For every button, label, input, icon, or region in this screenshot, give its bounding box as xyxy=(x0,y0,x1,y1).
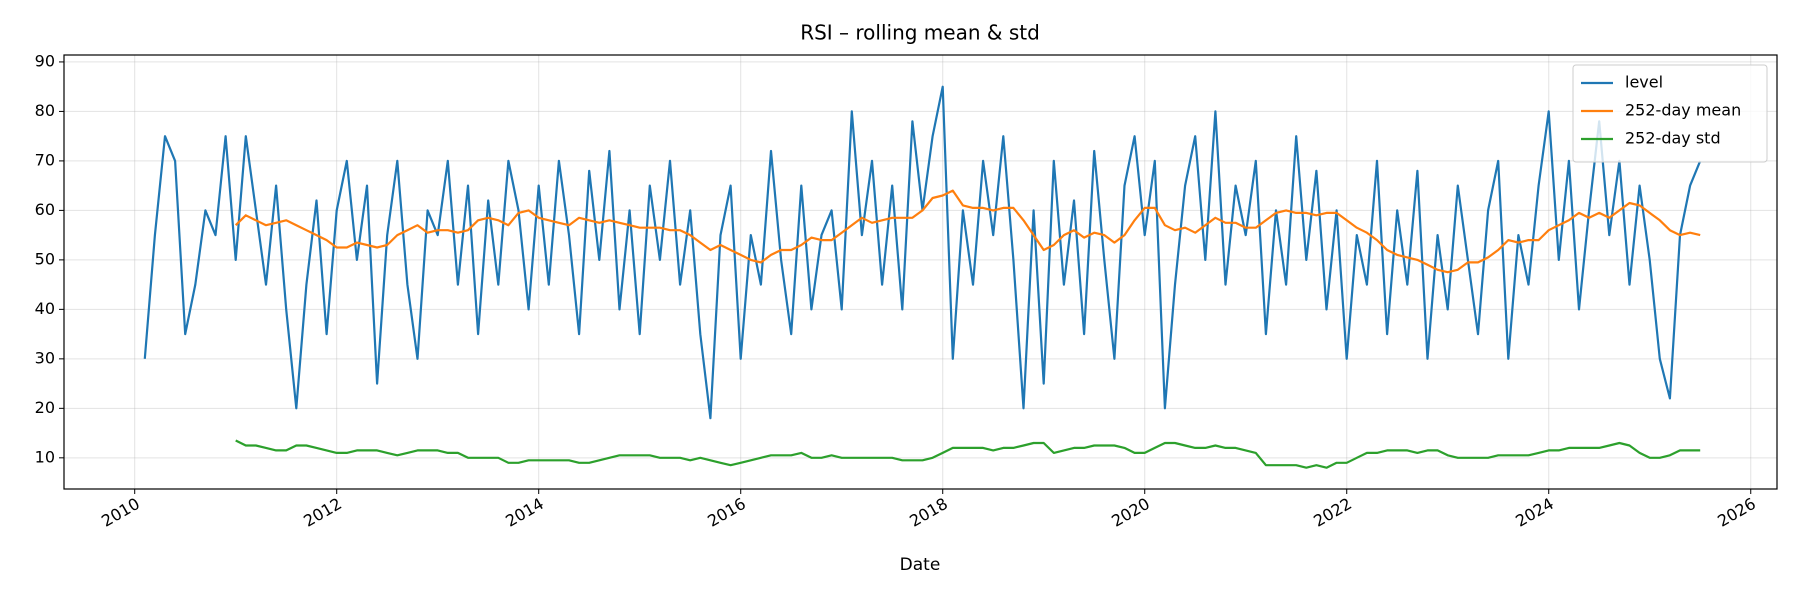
x-tick-label: 2016 xyxy=(704,494,749,531)
y-tick-label: 20 xyxy=(35,398,55,417)
series-line xyxy=(235,439,1701,469)
legend: level 252-day mean 252-day std xyxy=(1572,64,1768,163)
y-tick-label: 50 xyxy=(35,249,55,268)
x-tick-label: 2010 xyxy=(98,494,143,531)
x-tick-label: 2014 xyxy=(502,494,547,531)
series-line xyxy=(234,189,1701,274)
x-tick-label: 2018 xyxy=(906,494,951,531)
x-tick-label: 2022 xyxy=(1310,494,1355,531)
x-tick-label: 2024 xyxy=(1512,494,1557,531)
y-tick-label: 90 xyxy=(35,51,55,70)
legend-label: 252-day std xyxy=(1625,129,1721,148)
x-axis-label: Date xyxy=(900,555,941,575)
y-tick-label: 80 xyxy=(35,101,55,120)
y-tick-label: 10 xyxy=(35,447,55,466)
y-tick-label: 60 xyxy=(35,200,55,219)
series-line xyxy=(143,85,1702,420)
legend-box xyxy=(1572,64,1768,163)
chart-title: RSI – rolling mean & std xyxy=(800,21,1040,45)
plot-frame xyxy=(63,54,1778,490)
y-tick-label: 40 xyxy=(35,299,55,318)
legend-label: level xyxy=(1625,73,1663,92)
y-tick-label: 70 xyxy=(35,150,55,169)
x-tick-label: 2026 xyxy=(1714,494,1759,531)
x-tick-label: 2020 xyxy=(1108,494,1153,531)
y-tick-label: 30 xyxy=(35,348,55,367)
legend-label: 252-day mean xyxy=(1625,101,1741,120)
x-tick-label: 2012 xyxy=(300,494,345,531)
